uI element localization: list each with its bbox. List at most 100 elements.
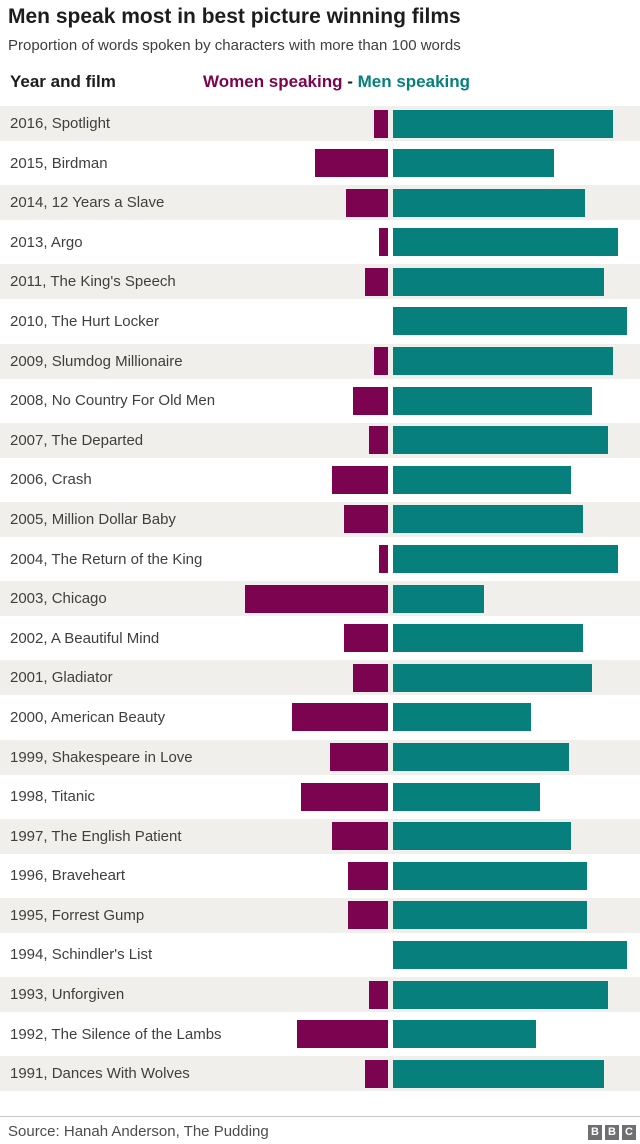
chart-row: 2013, Argo [0, 224, 640, 260]
women-speaking-bar [301, 782, 388, 811]
women-speaking-bar [364, 267, 388, 296]
men-speaking-bar [393, 347, 613, 376]
women-speaking-bar [369, 980, 388, 1009]
row-label: 2002, A Beautiful Mind [10, 629, 160, 647]
row-label: 2016, Spotlight [10, 115, 111, 132]
women-speaking-bar [352, 663, 388, 692]
chart-row: 1996, Braveheart [0, 858, 640, 894]
men-speaking-bar [393, 861, 588, 890]
women-speaking-bar [378, 545, 388, 574]
chart-row: 2007, The Departed [0, 422, 640, 458]
chart-legend: Women speaking - Men speaking [203, 72, 470, 92]
women-speaking-bar [315, 149, 388, 178]
men-speaking-bar [393, 465, 571, 494]
row-label: 2014, 12 Years a Slave [10, 194, 165, 212]
row-label: 2007, The Departed [10, 431, 144, 449]
row-label: 2004, The Return of the King [10, 550, 203, 568]
women-speaking-bar [343, 505, 388, 534]
row-label: 1991, Dances With Wolves [10, 1065, 190, 1083]
row-label: 1999, Shakespeare in Love [10, 748, 193, 766]
chart-row: 1999, Shakespeare in Love [0, 739, 640, 775]
women-speaking-bar [373, 347, 388, 376]
men-speaking-bar [393, 228, 618, 257]
chart-row: 2009, Slumdog Millionaire [0, 343, 640, 379]
men-speaking-bar [393, 663, 592, 692]
chart-row: 2008, No Country For Old Men [0, 383, 640, 419]
women-speaking-bar [348, 901, 388, 930]
chart-row: 1993, Unforgiven [0, 977, 640, 1013]
men-speaking-bar [393, 940, 627, 969]
chart-row: 1994, Schindler's List [0, 937, 640, 973]
row-label: 1995, Forrest Gump [10, 906, 145, 924]
women-speaking-bar [329, 743, 388, 771]
row-label: 1993, Unforgiven [10, 986, 125, 1004]
column-header-year-film: Year and film [10, 72, 116, 91]
women-speaking-bar [352, 386, 388, 415]
chart-row: 2016, Spotlight [0, 106, 640, 141]
row-label: 2005, Million Dollar Baby [10, 510, 176, 528]
row-label: 1992, The Silence of the Lambs [10, 1025, 222, 1043]
men-speaking-bar [393, 980, 609, 1009]
men-speaking-bar [393, 624, 583, 653]
row-label: 1994, Schindler's List [10, 946, 153, 964]
chart-rows: 2016, Spotlight 2015, Birdman 2014, 12 Yea… [0, 106, 640, 1092]
bbc-logo-block: C [622, 1124, 636, 1140]
chart-row: 2010, The Hurt Locker [0, 303, 640, 339]
women-speaking-bar [373, 109, 388, 138]
men-speaking-bar [393, 307, 627, 336]
women-speaking-bar [292, 703, 388, 732]
women-speaking-bar [245, 584, 388, 613]
page-subtitle: Proportion of words spoken by characters… [8, 37, 461, 54]
chart-row: 1992, The Silence of the Lambs [0, 1016, 640, 1052]
men-speaking-bar [393, 703, 532, 732]
women-speaking-bar [348, 861, 388, 890]
men-speaking-bar [393, 584, 485, 613]
women-speaking-bar [364, 1059, 388, 1088]
men-speaking-bar [393, 782, 541, 811]
chart-row: 2011, The King's Speech [0, 264, 640, 300]
row-label: 2009, Slumdog Millionaire [10, 352, 183, 370]
chart-row: 1991, Dances With Wolves [0, 1056, 640, 1092]
row-label: 2010, The Hurt Locker [10, 312, 159, 330]
row-label: 2013, Argo [10, 233, 83, 251]
chart-row: 2015, Birdman [0, 145, 640, 181]
women-speaking-bar [369, 426, 388, 455]
men-speaking-bar [393, 386, 592, 415]
row-label: 2011, The King's Speech [10, 273, 176, 291]
bbc-logo-block: B [588, 1124, 602, 1140]
chart-row: 2005, Million Dollar Baby [0, 501, 640, 537]
chart-row: 2003, Chicago [0, 581, 640, 617]
row-label: 2008, No Country For Old Men [10, 392, 216, 410]
women-speaking-bar [331, 465, 388, 494]
legend-separator: - [342, 72, 358, 91]
men-speaking-bar [393, 822, 571, 851]
men-speaking-bar [393, 188, 585, 217]
legend-men-label: Men speaking [357, 72, 471, 91]
men-speaking-bar [393, 1059, 604, 1088]
source-text: Source: Hanah Anderson, The Pudding [8, 1122, 269, 1140]
row-label: 1998, Titanic [10, 788, 96, 806]
legend-women-label: Women speaking [203, 72, 343, 91]
women-speaking-bar [343, 624, 388, 653]
chart-row: 2001, Gladiator [0, 660, 640, 696]
chart-row: 2000, American Beauty [0, 699, 640, 735]
row-label: 2015, Birdman [10, 154, 108, 172]
men-speaking-bar [393, 149, 555, 178]
men-speaking-bar [393, 1020, 536, 1049]
women-speaking-bar [378, 228, 388, 257]
row-label: 1997, The English Patient [10, 827, 182, 845]
row-label: 2006, Crash [10, 471, 92, 489]
women-speaking-bar [296, 1020, 388, 1049]
chart-row: 2002, A Beautiful Mind [0, 620, 640, 656]
men-speaking-bar [393, 426, 609, 455]
chart-row: 1998, Titanic [0, 779, 640, 815]
chart-row: 1995, Forrest Gump [0, 897, 640, 933]
chart-row: 2014, 12 Years a Slave [0, 185, 640, 221]
page-title: Men speak most in best picture winning f… [8, 5, 461, 28]
row-label: 2000, American Beauty [10, 708, 166, 726]
men-speaking-bar [393, 109, 613, 138]
row-label: 1996, Braveheart [10, 867, 126, 885]
bbc-logo-block: B [605, 1124, 619, 1140]
men-speaking-bar [393, 545, 618, 574]
